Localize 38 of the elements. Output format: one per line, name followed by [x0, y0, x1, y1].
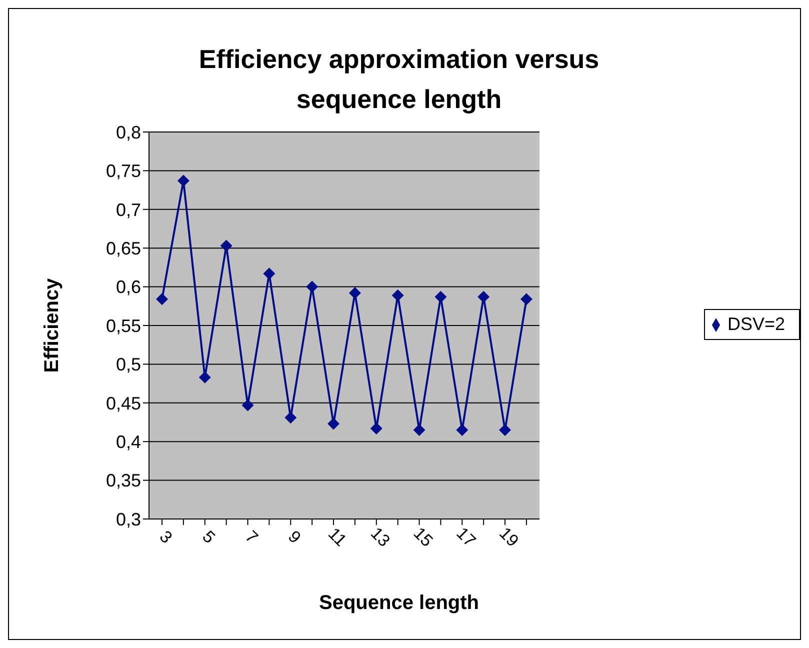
point [263, 268, 276, 280]
y-tick-label: 0,65 [106, 238, 141, 258]
x-tick-label: 7 [242, 527, 262, 548]
point [242, 399, 254, 412]
point [348, 286, 361, 299]
y-tick-label: 0,45 [106, 393, 141, 414]
x-axis-title: Sequence length [318, 592, 480, 615]
y-tick-label: 0,75 [106, 161, 141, 182]
point [220, 240, 232, 252]
point [478, 290, 490, 303]
x-tick-label: 19 [495, 524, 522, 551]
y-tick-label: 0,5 [116, 354, 141, 375]
legend-label: DSV=2 [727, 314, 785, 334]
x-tick-label: 13 [366, 524, 394, 551]
y-tick-label: 0,7 [116, 200, 141, 220]
y-tick-label: 0,4 [116, 432, 141, 452]
x-tick-label: 3 [156, 527, 176, 548]
y-axis-title: Efficiency [41, 277, 64, 373]
point [156, 293, 168, 306]
point [306, 280, 318, 293]
x-tick-label: 17 [452, 524, 480, 551]
chart-title: Efficiency approximation versus sequence length [198, 43, 600, 116]
x-tick-label: 15 [410, 524, 437, 551]
x-tick-label: 11 [324, 524, 350, 550]
point [177, 174, 190, 187]
y-tick-label: 0,6 [116, 277, 141, 298]
y-tick-label: 0,35 [106, 470, 141, 491]
y-tick-label: 0,8 [116, 122, 141, 142]
y-tick-label: 0,3 [116, 509, 141, 530]
y-tick-label: 0,55 [106, 316, 141, 336]
point [284, 412, 297, 424]
point [328, 418, 340, 430]
point [198, 371, 211, 384]
x-tick-label: 5 [198, 527, 219, 548]
point [520, 293, 532, 306]
x-tick-label: 9 [284, 527, 305, 548]
point [392, 289, 404, 302]
point [434, 290, 447, 303]
